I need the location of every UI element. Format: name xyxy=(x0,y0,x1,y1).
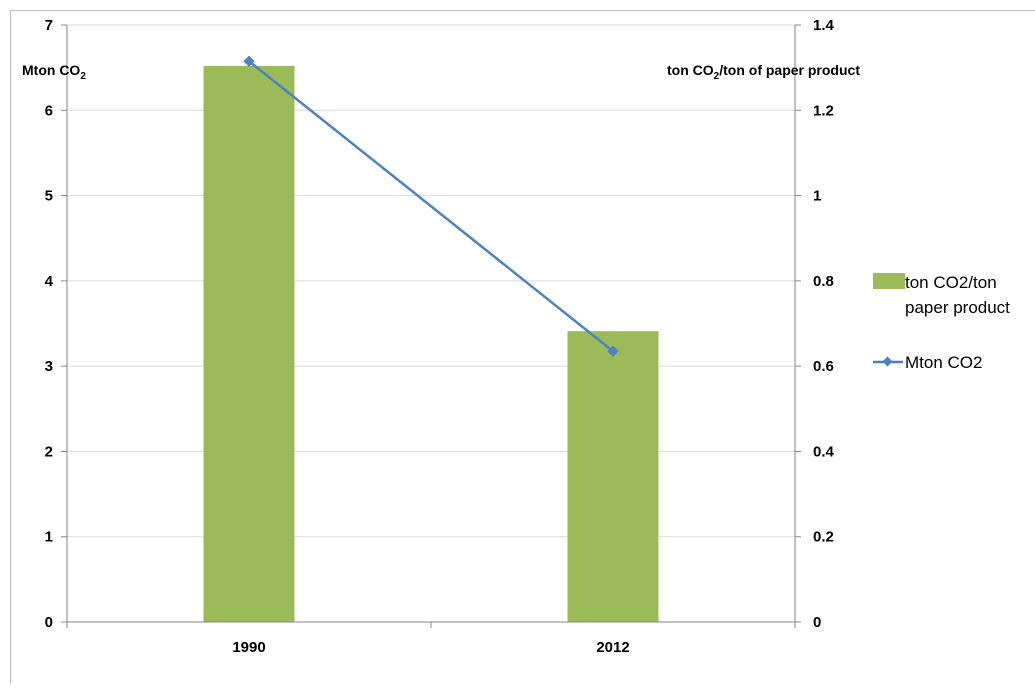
y-axis-left-title-main: Mton CO xyxy=(22,62,80,78)
y-left-tick-label: 2 xyxy=(45,443,53,460)
legend-bar-swatch xyxy=(873,273,905,289)
y-right-tick-label: 0.6 xyxy=(813,358,834,375)
bar-series xyxy=(204,66,659,622)
x-tick-label: 1990 xyxy=(232,639,265,656)
tick-labels: 0 1 2 3 4 5 6 7 0 0.2 0.4 0.6 0.8 1 1.2 1.4 1990 2012 xyxy=(45,17,835,656)
legend-line-label: Mton CO2 xyxy=(905,353,982,372)
y-right-tick-label: 0.4 xyxy=(813,443,835,460)
y-axis-right-title: ton CO2/ton of paper product xyxy=(667,62,860,82)
y-right-tick-label: 0 xyxy=(813,614,821,631)
legend-line-marker xyxy=(883,357,893,367)
y-right-tick-label: 1 xyxy=(813,188,821,205)
gridlines xyxy=(61,25,801,628)
y-right-tick-label: 0.2 xyxy=(813,529,834,546)
axes xyxy=(67,25,795,622)
y-left-tick-label: 7 xyxy=(45,17,53,34)
legend: ton CO2/ton paper product Mton CO2 xyxy=(873,273,1010,372)
y-right-tick-label: 1.2 xyxy=(813,102,834,119)
y-left-tick-label: 4 xyxy=(45,273,54,290)
y-axis-left-title-sub: 2 xyxy=(80,71,86,82)
bar xyxy=(568,331,659,622)
y-right-tick-label: 0.8 xyxy=(813,273,834,290)
x-tick-label: 2012 xyxy=(596,639,629,656)
y-axis-right-title-post: /ton of paper product xyxy=(719,62,860,78)
legend-bar-label-line1: ton CO2/ton xyxy=(905,273,997,292)
line-series xyxy=(243,56,618,357)
y-axis-right-title-pre: ton CO xyxy=(667,62,714,78)
y-left-tick-label: 6 xyxy=(45,102,53,119)
y-right-tick-label: 1.4 xyxy=(813,17,835,34)
y-axis-left-title: Mton CO2 xyxy=(22,62,86,82)
chart-border xyxy=(11,11,1035,685)
y-left-tick-label: 5 xyxy=(45,188,53,205)
y-left-tick-label: 1 xyxy=(45,529,53,546)
bar xyxy=(204,66,295,622)
legend-bar-label-line2: paper product xyxy=(905,298,1010,317)
y-left-tick-label: 3 xyxy=(45,358,53,375)
series-line xyxy=(249,61,613,351)
y-left-tick-label: 0 xyxy=(45,614,53,631)
